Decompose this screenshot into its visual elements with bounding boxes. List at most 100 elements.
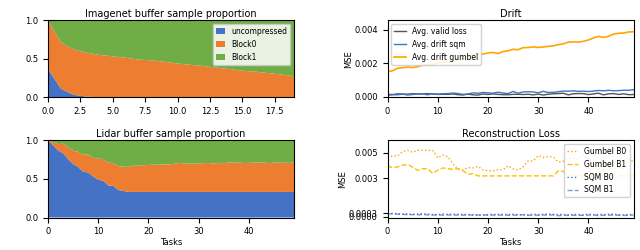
Gumbel B0 bbox=[595, 164, 602, 167]
Gumbel B0 bbox=[474, 165, 482, 168]
Avg. drift gumbel bbox=[409, 66, 417, 69]
Gumbel B1 bbox=[540, 174, 547, 178]
SQM B1 bbox=[620, 214, 627, 217]
Gumbel B1 bbox=[549, 174, 557, 178]
Avg. drift gumbel bbox=[404, 66, 412, 69]
SQM B1 bbox=[580, 214, 588, 217]
SQM B1 bbox=[614, 214, 622, 217]
Avg. drift gumbel bbox=[414, 65, 422, 68]
SQM B1 bbox=[439, 214, 447, 217]
SQM B1 bbox=[454, 214, 461, 216]
Gumbel B1 bbox=[595, 174, 602, 178]
Gumbel B0 bbox=[534, 154, 542, 157]
SQM B0 bbox=[439, 212, 447, 216]
Avg. valid loss bbox=[419, 92, 426, 96]
Avg. drift gumbel bbox=[519, 46, 527, 49]
SQM B0 bbox=[614, 213, 622, 216]
SQM B1 bbox=[464, 214, 472, 216]
Avg. drift gumbel bbox=[419, 64, 426, 67]
Avg. drift sqm bbox=[610, 89, 618, 92]
SQM B0 bbox=[564, 214, 572, 216]
Legend: uncompressed, Block0, Block1: uncompressed, Block0, Block1 bbox=[213, 24, 290, 64]
Avg. drift gumbel bbox=[484, 52, 492, 54]
Avg. drift sqm bbox=[589, 90, 597, 92]
Avg. drift sqm bbox=[529, 90, 537, 94]
Gumbel B1 bbox=[625, 174, 632, 178]
Gumbel B0 bbox=[399, 150, 406, 153]
Avg. drift sqm bbox=[559, 90, 567, 92]
SQM B1 bbox=[605, 214, 612, 217]
Avg. valid loss bbox=[474, 94, 482, 96]
Gumbel B0 bbox=[384, 156, 392, 160]
Line: Avg. valid loss: Avg. valid loss bbox=[388, 93, 634, 95]
SQM B1 bbox=[549, 214, 557, 216]
SQM B0 bbox=[509, 213, 517, 216]
Gumbel B0 bbox=[489, 169, 497, 172]
Avg. drift gumbel bbox=[434, 62, 442, 64]
Avg. drift sqm bbox=[439, 92, 447, 95]
SQM B0 bbox=[519, 213, 527, 216]
SQM B0 bbox=[575, 213, 582, 216]
SQM B1 bbox=[479, 214, 487, 216]
SQM B0 bbox=[504, 213, 512, 216]
SQM B1 bbox=[529, 214, 537, 216]
Gumbel B0 bbox=[409, 151, 417, 154]
Gumbel B1 bbox=[545, 174, 552, 178]
SQM B0 bbox=[595, 213, 602, 216]
Avg. drift sqm bbox=[424, 93, 431, 96]
Legend: Gumbel B0, Gumbel B1, SQM B0, SQM B1: Gumbel B0, Gumbel B1, SQM B0, SQM B1 bbox=[564, 144, 630, 198]
Avg. drift sqm bbox=[489, 92, 497, 95]
Avg. drift sqm bbox=[504, 92, 512, 95]
Avg. valid loss bbox=[509, 93, 517, 96]
Avg. drift gumbel bbox=[388, 69, 396, 72]
SQM B0 bbox=[454, 213, 461, 216]
Avg. valid loss bbox=[614, 93, 622, 96]
Y-axis label: MSE: MSE bbox=[344, 50, 353, 68]
SQM B1 bbox=[399, 212, 406, 216]
Avg. drift sqm bbox=[515, 92, 522, 95]
Gumbel B0 bbox=[394, 154, 401, 158]
SQM B1 bbox=[474, 214, 482, 216]
SQM B0 bbox=[424, 213, 431, 216]
SQM B0 bbox=[469, 213, 477, 216]
Gumbel B1 bbox=[469, 172, 477, 175]
Gumbel B0 bbox=[580, 153, 588, 156]
Avg. drift sqm bbox=[499, 92, 507, 94]
Gumbel B0 bbox=[479, 168, 487, 172]
Gumbel B1 bbox=[399, 164, 406, 167]
Avg. drift gumbel bbox=[479, 52, 487, 56]
Gumbel B1 bbox=[534, 174, 542, 178]
Avg. valid loss bbox=[554, 92, 562, 95]
Avg. drift sqm bbox=[540, 90, 547, 93]
Avg. drift gumbel bbox=[509, 48, 517, 51]
Avg. drift gumbel bbox=[589, 36, 597, 40]
SQM B0 bbox=[610, 213, 618, 216]
SQM B1 bbox=[469, 214, 477, 216]
Avg. valid loss bbox=[584, 93, 592, 96]
Legend: Avg. valid loss, Avg. drift sqm, Avg. drift gumbel: Avg. valid loss, Avg. drift sqm, Avg. dr… bbox=[392, 24, 481, 64]
SQM B1 bbox=[600, 214, 607, 217]
Gumbel B0 bbox=[600, 168, 607, 171]
Gumbel B1 bbox=[605, 174, 612, 178]
Title: Reconstruction Loss: Reconstruction Loss bbox=[461, 129, 559, 139]
Gumbel B1 bbox=[484, 174, 492, 178]
SQM B1 bbox=[534, 214, 542, 217]
Avg. valid loss bbox=[540, 94, 547, 96]
Avg. valid loss bbox=[620, 92, 627, 95]
SQM B0 bbox=[515, 213, 522, 216]
Gumbel B0 bbox=[404, 149, 412, 152]
Title: Lidar buffer sample proportion: Lidar buffer sample proportion bbox=[97, 129, 246, 139]
Avg. drift sqm bbox=[484, 91, 492, 94]
Avg. drift sqm bbox=[494, 91, 502, 94]
Avg. drift gumbel bbox=[394, 67, 401, 70]
Avg. drift gumbel bbox=[534, 46, 542, 49]
Gumbel B1 bbox=[444, 167, 452, 170]
Gumbel B1 bbox=[499, 174, 507, 178]
SQM B1 bbox=[429, 214, 436, 216]
Avg. drift sqm bbox=[575, 90, 582, 93]
Gumbel B1 bbox=[575, 174, 582, 178]
SQM B0 bbox=[494, 213, 502, 216]
SQM B0 bbox=[444, 213, 452, 216]
Avg. valid loss bbox=[595, 92, 602, 95]
Avg. valid loss bbox=[570, 92, 577, 95]
